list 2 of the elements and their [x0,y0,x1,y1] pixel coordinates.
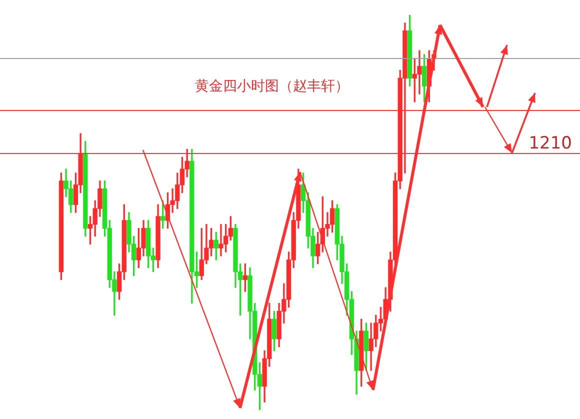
text: 黄金四小时图（赵丰轩） [195,78,349,95]
text: 1210 [528,133,572,154]
